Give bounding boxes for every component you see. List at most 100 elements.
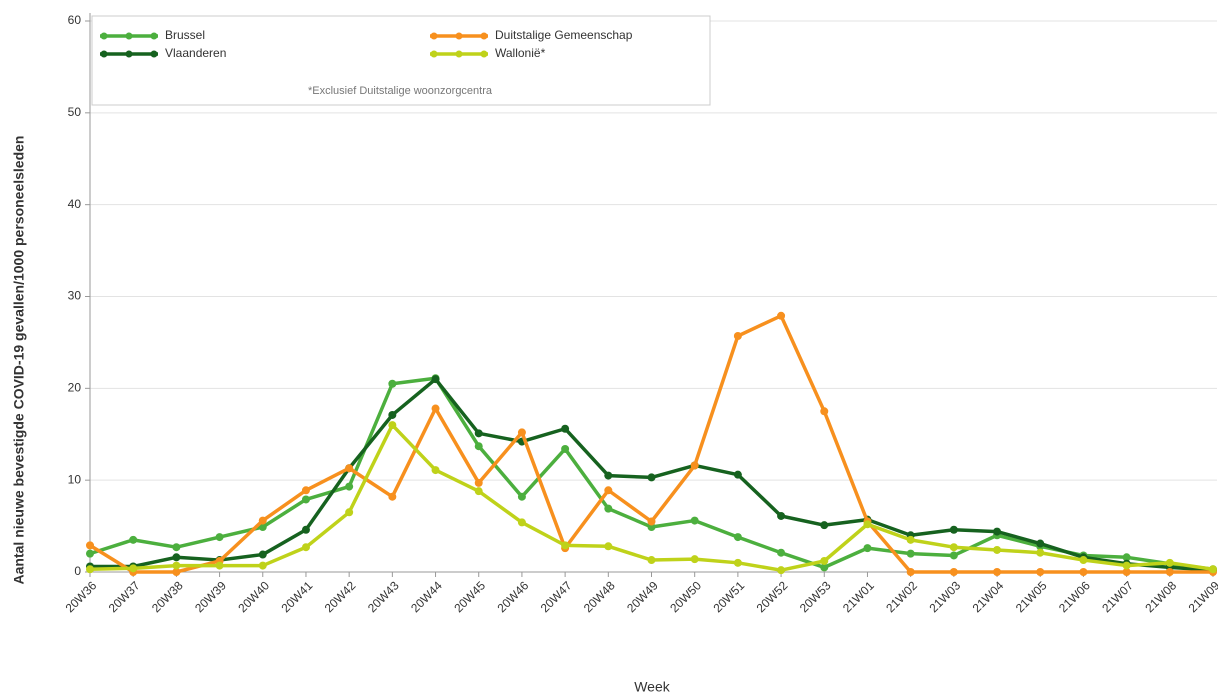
point bbox=[777, 566, 786, 575]
point bbox=[431, 404, 440, 413]
point bbox=[517, 492, 526, 501]
point bbox=[820, 556, 829, 565]
x-tick-label: 20W39 bbox=[192, 578, 229, 615]
point bbox=[388, 421, 397, 430]
legend-marker bbox=[455, 50, 463, 58]
point bbox=[172, 543, 181, 552]
y-tick-label: 20 bbox=[68, 381, 82, 395]
point bbox=[129, 564, 138, 573]
x-tick-label: 21W05 bbox=[1013, 578, 1050, 615]
point bbox=[431, 375, 440, 384]
point bbox=[690, 555, 699, 564]
point bbox=[863, 520, 872, 529]
point bbox=[517, 518, 526, 527]
legend-label: Vlaanderen bbox=[165, 46, 226, 60]
x-tick-label: 21W02 bbox=[883, 578, 920, 615]
point bbox=[777, 548, 786, 557]
point bbox=[258, 550, 267, 559]
x-tick-label: 20W44 bbox=[408, 578, 445, 615]
x-tick-label: 20W36 bbox=[63, 578, 100, 615]
series-line bbox=[89, 314, 1213, 574]
point bbox=[345, 464, 354, 473]
point bbox=[647, 523, 656, 532]
legend-label: Wallonië* bbox=[495, 46, 546, 60]
annotation: *Exclusief Duitstalige woonzorgcentra bbox=[308, 85, 493, 97]
point bbox=[129, 535, 138, 544]
legend-box bbox=[91, 15, 711, 106]
x-tick-label: 20W41 bbox=[279, 578, 316, 615]
point bbox=[1165, 558, 1174, 567]
point bbox=[690, 516, 699, 525]
point bbox=[388, 410, 397, 419]
y-tick-label: 50 bbox=[68, 105, 82, 119]
x-tick-label: 20W40 bbox=[235, 578, 272, 615]
point bbox=[906, 568, 915, 576]
point bbox=[777, 511, 786, 520]
point bbox=[647, 517, 656, 526]
point bbox=[647, 473, 656, 482]
x-axis-title: Week bbox=[634, 679, 671, 695]
point bbox=[561, 424, 570, 433]
point bbox=[604, 542, 613, 551]
y-tick-label: 10 bbox=[68, 472, 82, 486]
point bbox=[301, 543, 310, 552]
x-tick-label: 20W37 bbox=[106, 578, 143, 615]
point bbox=[949, 543, 958, 552]
x-tick-label: 21W01 bbox=[840, 578, 877, 615]
legend-marker bbox=[455, 32, 463, 40]
point bbox=[949, 568, 958, 576]
x-tick-label: 20W43 bbox=[365, 578, 402, 615]
point bbox=[1079, 556, 1088, 565]
legend-marker bbox=[125, 32, 133, 40]
point bbox=[604, 504, 613, 513]
point bbox=[1122, 561, 1131, 570]
x-tick-label: 20W49 bbox=[624, 578, 661, 615]
point bbox=[949, 551, 958, 560]
point bbox=[474, 487, 483, 496]
point bbox=[474, 429, 483, 438]
point bbox=[733, 558, 742, 567]
x-tick-label: 20W51 bbox=[710, 578, 747, 615]
point bbox=[820, 563, 829, 572]
y-tick-label: 60 bbox=[68, 13, 82, 27]
point bbox=[647, 556, 656, 565]
point bbox=[1036, 548, 1045, 557]
point bbox=[906, 549, 915, 558]
x-tick-label: 21W04 bbox=[970, 578, 1007, 615]
point bbox=[215, 561, 224, 570]
point bbox=[517, 428, 526, 437]
point bbox=[690, 461, 699, 470]
x-tick-label: 20W45 bbox=[451, 578, 488, 615]
point bbox=[604, 471, 613, 480]
point bbox=[86, 549, 94, 558]
point bbox=[1036, 539, 1045, 548]
point bbox=[906, 535, 915, 544]
point bbox=[993, 545, 1002, 554]
point bbox=[258, 561, 267, 570]
point bbox=[258, 516, 267, 525]
legend-marker bbox=[480, 50, 488, 58]
point bbox=[345, 482, 354, 491]
point bbox=[86, 541, 94, 550]
point bbox=[993, 568, 1002, 576]
point bbox=[561, 444, 570, 453]
point bbox=[301, 495, 310, 504]
legend-marker bbox=[430, 32, 438, 40]
x-tick-label: 20W42 bbox=[322, 578, 359, 615]
point bbox=[1036, 568, 1045, 576]
x-tick-label: 21W03 bbox=[926, 578, 963, 615]
legend-label: Brussel bbox=[165, 28, 205, 42]
point bbox=[1079, 568, 1088, 576]
x-tick-label: 20W53 bbox=[797, 578, 834, 615]
point bbox=[86, 565, 94, 574]
point bbox=[431, 466, 440, 475]
point bbox=[949, 525, 958, 534]
legend-marker bbox=[430, 50, 438, 58]
point bbox=[863, 544, 872, 553]
point bbox=[172, 553, 181, 562]
legend-marker bbox=[150, 50, 158, 58]
point bbox=[301, 525, 310, 534]
point bbox=[820, 521, 829, 530]
point bbox=[388, 492, 397, 501]
point bbox=[733, 533, 742, 542]
